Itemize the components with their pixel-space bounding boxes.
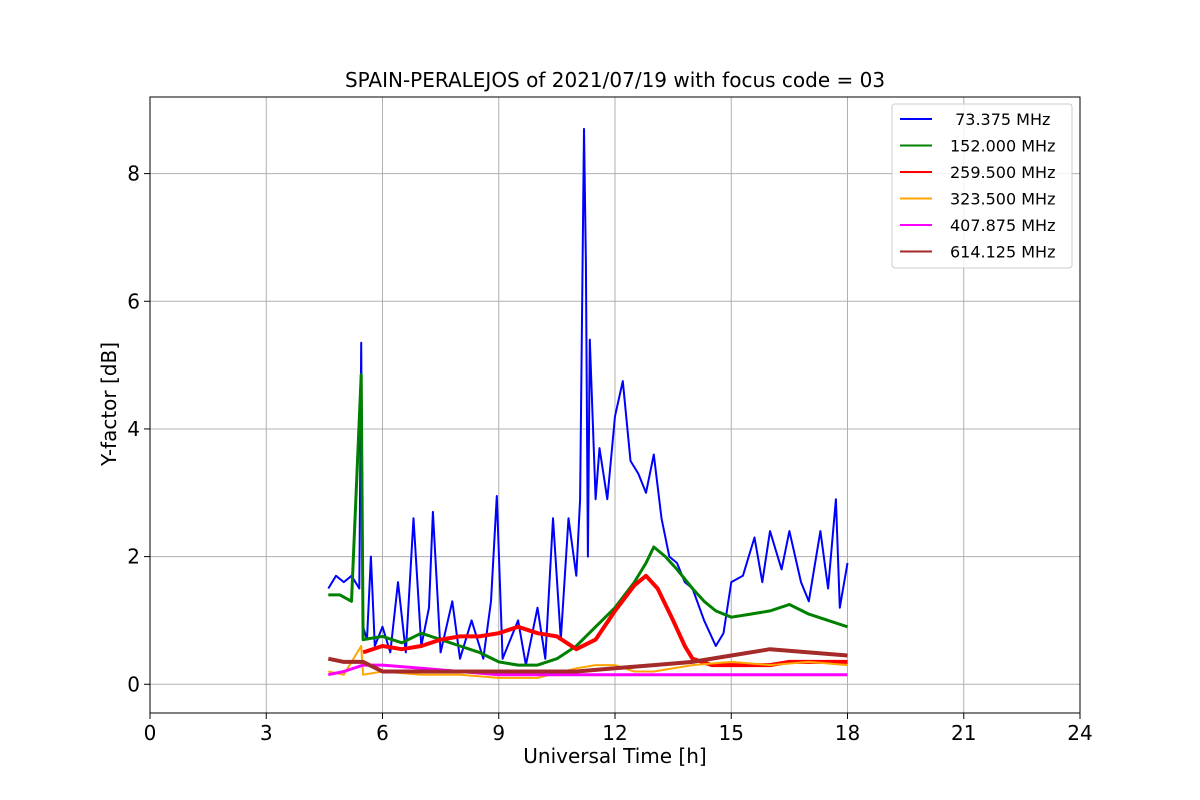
series-lines — [327, 127, 849, 679]
x-tick-label: 21 — [951, 721, 976, 745]
legend-label: 259.500 MHz — [950, 163, 1055, 182]
y-axis-ticks: 0 2 4 6 8 — [127, 162, 150, 696]
x-tick-label: 0 — [144, 721, 157, 745]
y-tick-label: 6 — [127, 289, 140, 313]
y-axis-label: Y-factor [dB] — [97, 342, 121, 467]
x-tick-label: 24 — [1067, 721, 1092, 745]
x-tick-label: 15 — [719, 721, 744, 745]
x-axis-ticks: 0 3 6 9 12 15 18 21 24 — [144, 713, 1093, 745]
legend-label: 614.125 MHz — [950, 243, 1055, 262]
chart-title: SPAIN-PERALEJOS of 2021/07/19 with focus… — [345, 68, 885, 92]
x-tick-label: 3 — [260, 721, 273, 745]
legend: 73.375 MHz 152.000 MHz 259.500 MHz 323.500 … — [891, 103, 1073, 269]
y-tick-label: 4 — [127, 417, 140, 441]
x-axis-label: Universal Time [h] — [523, 744, 706, 768]
y-tick-label: 0 — [127, 672, 140, 696]
x-tick-label: 18 — [835, 721, 860, 745]
legend-label: 407.875 MHz — [950, 216, 1055, 235]
legend-box — [891, 103, 1073, 269]
series-line-1 — [328, 373, 848, 667]
y-tick-label: 2 — [127, 545, 140, 569]
y-tick-label: 8 — [127, 162, 140, 186]
legend-label: 323.500 MHz — [950, 190, 1055, 209]
series-line-3 — [328, 645, 848, 679]
series-line-0 — [327, 127, 849, 667]
x-tick-label: 12 — [602, 721, 627, 745]
x-tick-label: 9 — [492, 721, 505, 745]
legend-label: 73.375 MHz — [950, 110, 1050, 129]
legend-label: 152.000 MHz — [950, 137, 1055, 156]
x-tick-label: 6 — [376, 721, 389, 745]
series-line-5 — [327, 647, 848, 674]
